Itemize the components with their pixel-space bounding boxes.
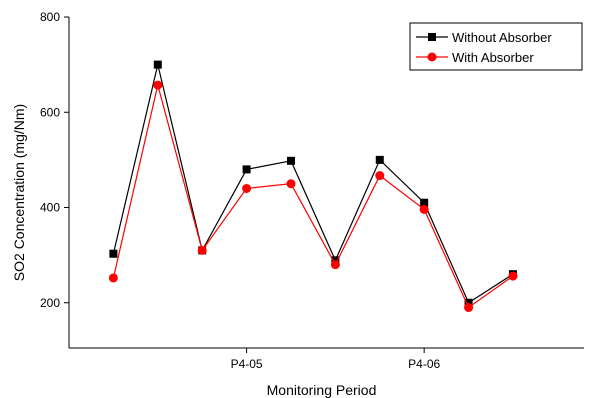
legend: Without Absorber With Absorber [409,22,583,71]
y-tick-label: 400 [40,201,60,215]
data-point [508,271,518,281]
data-point [419,204,429,214]
x-tick-label: P4-05 [231,357,263,371]
legend-label: Without Absorber [452,30,552,45]
data-point [330,260,340,270]
legend-marker [428,33,436,41]
legend-item: With Absorber [416,50,534,65]
series-layer [108,60,518,313]
x-ticks: P4-05 P4-06 [231,348,441,371]
series-line [112,84,514,309]
x-tick-label: P4-06 [408,357,440,371]
data-point [109,249,118,258]
data-point [197,245,207,255]
data-point [375,171,385,181]
legend-label: With Absorber [452,50,534,65]
x-axis-title: Monitoring Period [267,382,377,398]
data-point [375,155,384,164]
y-tick-label: 800 [40,10,60,24]
axes [68,17,584,349]
series-2 [108,80,518,313]
legend-marker [427,52,437,62]
data-point [153,60,162,69]
data-point [286,156,295,165]
data-point [420,198,429,207]
data-point [464,298,473,307]
data-point [153,80,163,90]
series-1 [109,60,517,307]
data-point [108,273,118,283]
y-tick-label: 600 [40,105,60,119]
legend-item: Without Absorber [416,30,552,45]
y-ticks: 200 400 600 800 [40,10,69,310]
data-point [242,183,252,193]
data-point [464,303,474,313]
legend-box [409,22,583,71]
y-axis-title: SO2 Concentration (mg/Nm) [11,104,27,281]
data-point [242,165,251,174]
y-tick-label: 200 [40,296,60,310]
series-line [112,64,514,304]
data-point [286,179,296,189]
